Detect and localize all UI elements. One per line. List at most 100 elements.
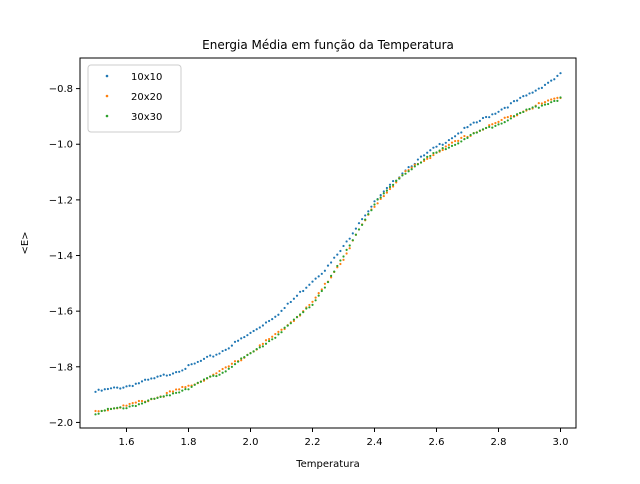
data-point	[382, 192, 385, 195]
data-point	[308, 306, 311, 309]
data-point	[165, 394, 168, 397]
data-point	[187, 388, 190, 391]
data-point	[407, 166, 410, 169]
data-point	[264, 342, 268, 345]
legend-label: 10x10	[131, 72, 162, 83]
data-point	[525, 94, 528, 97]
data-point	[283, 306, 286, 310]
data-point	[218, 373, 221, 376]
data-point	[218, 369, 221, 373]
data-point	[299, 313, 302, 316]
data-point	[491, 126, 494, 129]
data-point	[209, 375, 212, 378]
data-point	[460, 136, 463, 139]
data-point	[454, 135, 457, 138]
data-point	[153, 397, 156, 400]
data-point	[302, 289, 305, 293]
data-point	[388, 183, 392, 186]
data-point	[97, 410, 100, 413]
data-point	[345, 248, 348, 251]
data-point	[429, 154, 432, 158]
data-point	[370, 205, 373, 208]
data-point	[550, 79, 553, 82]
data-point	[181, 389, 184, 392]
series-30x30	[94, 96, 562, 416]
data-point	[463, 126, 466, 129]
legend: 10x10 20x20 30x30	[87, 64, 182, 133]
data-point	[240, 359, 243, 362]
data-point	[516, 113, 519, 116]
x-tick-label: 1.6	[119, 437, 135, 448]
data-point	[392, 185, 395, 188]
data-point	[432, 151, 435, 155]
data-point	[128, 405, 131, 408]
data-point	[233, 360, 237, 363]
data-point	[438, 149, 441, 152]
data-point	[199, 359, 202, 362]
data-point	[125, 385, 128, 388]
data-point	[432, 146, 435, 149]
data-point	[181, 385, 184, 389]
data-point	[243, 335, 246, 339]
data-point	[444, 147, 447, 151]
data-point	[429, 156, 432, 160]
data-point	[373, 203, 376, 206]
data-point	[193, 383, 196, 386]
data-point	[413, 163, 416, 166]
data-point	[314, 299, 317, 302]
data-point	[237, 360, 240, 363]
x-axis: 1.6 1.8 2.0 2.2 2.4 2.6 2.8 3.0	[119, 428, 568, 448]
data-point	[230, 362, 233, 365]
data-point	[330, 274, 333, 277]
data-point	[550, 101, 553, 104]
data-point	[441, 147, 444, 150]
data-point	[159, 374, 162, 377]
data-point	[556, 96, 559, 99]
data-point	[404, 169, 407, 173]
data-point	[454, 139, 457, 143]
data-point	[122, 386, 125, 389]
data-point	[534, 105, 537, 108]
y-tick-label: −2.0	[49, 418, 73, 429]
data-point	[206, 355, 209, 358]
data-point	[202, 357, 206, 360]
data-point	[547, 81, 550, 84]
data-point	[94, 390, 97, 393]
data-point	[156, 375, 159, 378]
data-point	[314, 277, 317, 280]
data-point	[323, 286, 326, 289]
data-point	[512, 100, 516, 103]
data-point	[171, 390, 175, 393]
data-point	[144, 401, 147, 404]
data-point	[354, 227, 357, 230]
data-point	[540, 102, 544, 105]
data-point	[252, 329, 255, 333]
data-point	[531, 91, 534, 94]
data-point	[224, 370, 227, 373]
data-point	[419, 155, 423, 158]
data-point	[543, 103, 547, 106]
data-point	[308, 283, 311, 286]
data-point	[280, 331, 283, 334]
data-point	[119, 406, 122, 409]
data-point	[289, 300, 292, 304]
data-point	[277, 333, 280, 336]
data-point	[488, 124, 491, 127]
data-point	[506, 116, 509, 119]
data-point	[339, 259, 342, 262]
data-point	[528, 107, 531, 111]
data-point	[168, 373, 171, 377]
data-point	[320, 289, 323, 293]
data-point	[162, 373, 165, 376]
data-point	[314, 296, 317, 299]
data-point	[261, 324, 264, 327]
data-point	[181, 369, 184, 372]
data-point	[137, 399, 140, 403]
data-point	[543, 101, 547, 104]
data-point	[447, 146, 450, 149]
data-point	[255, 328, 258, 331]
data-point	[295, 294, 299, 297]
data-point	[559, 96, 562, 99]
data-point	[491, 113, 494, 116]
data-point	[175, 391, 178, 394]
